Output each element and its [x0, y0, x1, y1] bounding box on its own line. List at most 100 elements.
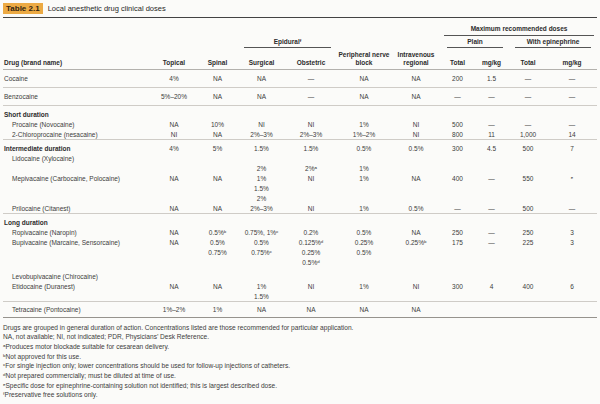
dose-cell — [285, 106, 337, 120]
dose-cell — [547, 163, 597, 173]
dose-cell: — — [547, 119, 597, 129]
dose-cell — [441, 214, 474, 228]
dose-cell: NA — [337, 88, 391, 106]
column-header-obstetric: Obstetric — [285, 48, 337, 70]
dose-cell: 1% — [337, 281, 391, 291]
dose-cell: 1% — [238, 281, 285, 291]
dose-cell: 550 — [509, 173, 547, 183]
drug-name-cell: Procaine (Novocaine) — [3, 119, 151, 129]
dose-cell — [474, 214, 509, 228]
with-epinephrine-label: With epinephrine — [515, 38, 591, 49]
table-header: Maximum recommended doses Epiduralᶠ Plai… — [3, 18, 597, 70]
dose-cell: 1.5% — [238, 291, 285, 302]
table-body: Cocaine4%NANA—NANA2001.5——Benzocaine5%–2… — [3, 70, 597, 318]
dose-cell — [391, 153, 441, 163]
table-row: Bupivacaine (Marcaine, Sensorcaine)NA0.5… — [3, 237, 597, 247]
dose-cell: NA — [337, 302, 391, 318]
footnote-line: ᵈNot prepared commercially; must be dilu… — [3, 371, 597, 381]
dose-cell — [391, 163, 441, 173]
dose-cell — [547, 257, 597, 267]
dose-cell: 0.125%ᵈ — [285, 237, 337, 247]
dose-cell: NA — [238, 70, 285, 88]
dose-cell — [441, 153, 474, 163]
header-row-3: Drug (brand name) Topical Spinal Surgica… — [3, 48, 597, 70]
table-row: Ropivacaine (Naropin)NA0.5%ᵇ0.75%, 1%ᶜ0.… — [3, 227, 597, 237]
header-spacer-cell — [3, 18, 441, 36]
dose-cell — [441, 271, 474, 281]
dose-cell — [547, 193, 597, 203]
dose-cell — [197, 291, 238, 302]
table-row: 1.5% — [3, 183, 597, 193]
dose-cell: — — [474, 237, 509, 247]
dose-cell — [151, 271, 197, 281]
dose-cell — [441, 302, 474, 318]
dose-cell: — — [441, 88, 474, 106]
dose-cell — [337, 291, 391, 302]
dose-cell: 0.25%ᵇ — [391, 237, 441, 247]
dose-cell — [391, 214, 441, 228]
dose-cell: NA — [197, 281, 238, 291]
dose-cell — [441, 247, 474, 257]
drug-name-cell: Short duration — [3, 106, 151, 120]
dose-cell: NA — [151, 119, 197, 129]
column-header-intravenous-regional: Intravenous regional — [391, 48, 441, 70]
drug-name-cell: Prilocaine (Citanest) — [3, 203, 151, 214]
dose-cell: 1.5% — [238, 183, 285, 193]
dose-cell: 0.75% — [197, 247, 238, 257]
dose-cell: NI — [285, 203, 337, 214]
dose-cell — [547, 106, 597, 120]
dose-cell: 0.5%ᵇ — [197, 227, 238, 237]
dose-cell: NA — [151, 227, 197, 237]
dose-cell: NA — [238, 302, 285, 318]
dose-cell — [151, 247, 197, 257]
dose-cell — [197, 106, 238, 120]
column-header-plain-mgkg: mg/kg — [474, 48, 509, 70]
dose-cell: NA — [151, 173, 197, 183]
dose-cell — [337, 153, 391, 163]
dose-cell: 225 — [509, 237, 547, 247]
dose-cell: 1% — [337, 203, 391, 214]
dose-cell — [547, 214, 597, 228]
table-title: Local anesthetic drug clinical doses — [48, 4, 166, 13]
dose-cell: 1.5% — [238, 140, 285, 154]
dose-cell — [197, 257, 238, 267]
header-spacer-cell — [337, 36, 391, 49]
dose-cell — [391, 193, 441, 203]
dose-cell: 3 — [547, 227, 597, 237]
dose-cell: ᵉ — [547, 173, 597, 183]
dose-cell — [474, 106, 509, 120]
footnote-line: ᵉSpecific dose for epinephrine-containin… — [3, 381, 597, 391]
dose-cell — [474, 153, 509, 163]
dose-cell — [474, 163, 509, 173]
table-row: 2-Chloroprocaine (nesacaine)NINA2%–3%2%–… — [3, 129, 597, 140]
dose-cell: NA — [238, 88, 285, 106]
section-row: Intermediate duration4%5%1.5%1.5%0.5%0.5… — [3, 140, 597, 154]
dose-cell — [474, 193, 509, 203]
dose-cell — [197, 183, 238, 193]
drug-name-cell: Mepivacaine (Carbocaine, Polocaine) — [3, 173, 151, 183]
header-spacer-cell — [3, 36, 238, 49]
dose-cell: — — [474, 119, 509, 129]
dose-cell — [391, 291, 441, 302]
table-row: Levobupivacaine (Chirocaine) — [3, 271, 597, 281]
drug-name-cell — [3, 183, 151, 193]
epidural-group-header: Epiduralᶠ — [238, 36, 337, 49]
dose-cell — [547, 271, 597, 281]
table-row: Prilocaine (Citanest)NANA2%–3%NI1%0.5%——… — [3, 203, 597, 214]
dose-cell: NA — [391, 302, 441, 318]
dose-cell: 0.5% — [391, 203, 441, 214]
table-number-badge: Table 2.1 — [3, 3, 43, 14]
drug-name-cell: 2-Chloroprocaine (nesacaine) — [3, 129, 151, 140]
header-row-1: Maximum recommended doses — [3, 18, 597, 36]
dose-cell — [238, 271, 285, 281]
header-spacer-cell — [391, 36, 441, 49]
dose-cell — [441, 106, 474, 120]
footnote-line: ᵃProduces motor blockade suitable for ce… — [3, 342, 597, 352]
dose-cell — [337, 183, 391, 193]
dose-cell: 1% — [197, 302, 238, 318]
dose-cell: — — [441, 203, 474, 214]
dose-cell — [391, 106, 441, 120]
dose-cell: NA — [391, 88, 441, 106]
dose-cell: 300 — [441, 281, 474, 291]
dose-cell: NA — [197, 70, 238, 88]
